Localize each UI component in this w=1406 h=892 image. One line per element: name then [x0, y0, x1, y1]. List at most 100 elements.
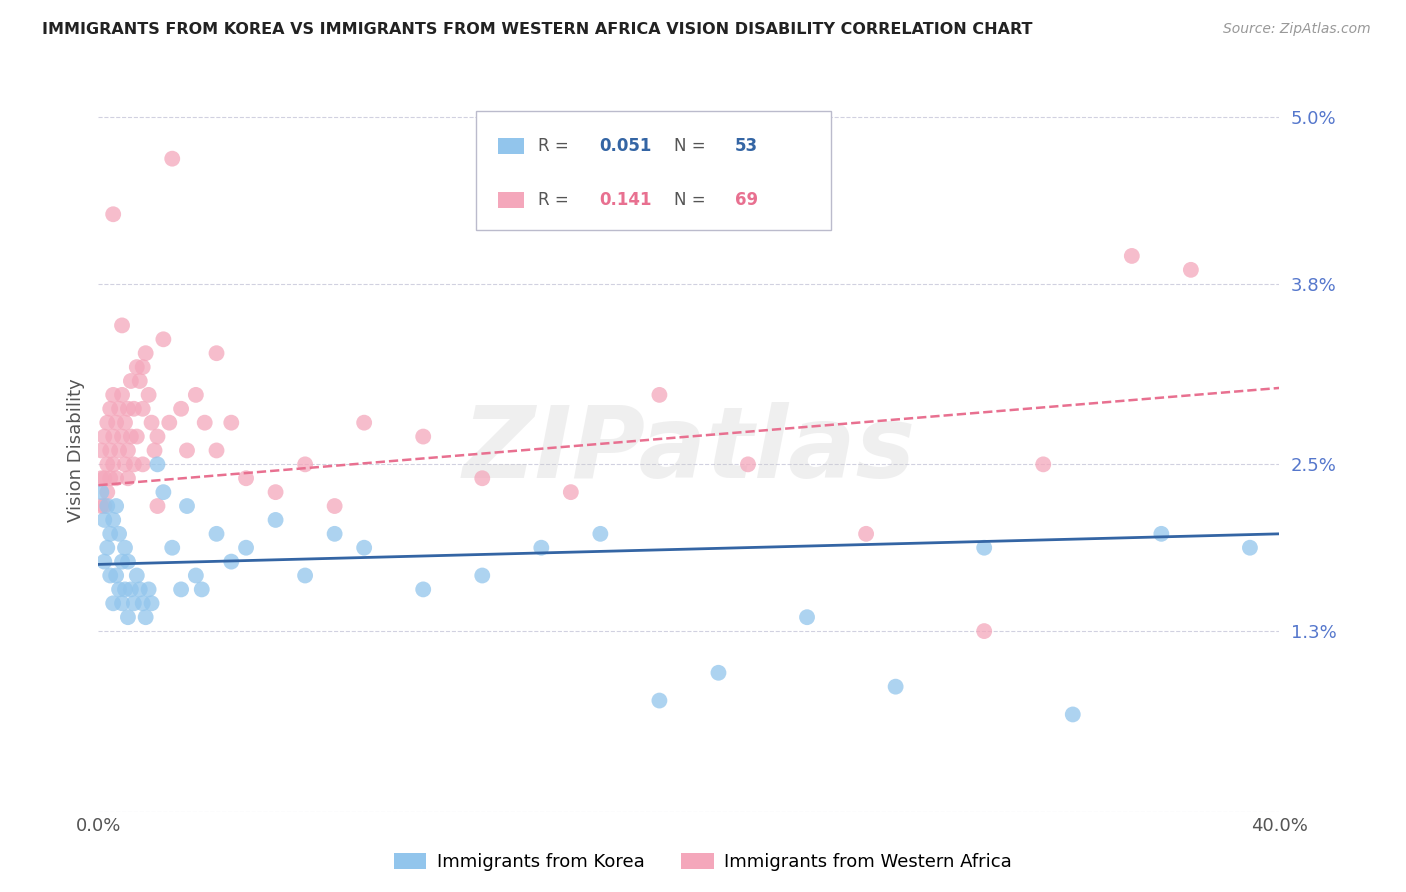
Point — [120, 582, 142, 597]
Legend: Immigrants from Korea, Immigrants from Western Africa: Immigrants from Korea, Immigrants from W… — [387, 846, 1019, 879]
Point — [90, 443, 112, 458]
Point — [96, 416, 118, 430]
Text: 53: 53 — [735, 136, 758, 154]
Point — [108, 443, 131, 458]
Point — [221, 555, 243, 569]
Point — [353, 416, 375, 430]
Point — [589, 526, 612, 541]
FancyBboxPatch shape — [498, 192, 523, 208]
FancyBboxPatch shape — [498, 137, 523, 153]
Point — [1062, 707, 1084, 722]
Point — [1180, 262, 1202, 277]
Text: 0.141: 0.141 — [599, 191, 651, 209]
Point — [141, 416, 163, 430]
Point — [235, 541, 257, 555]
Point — [125, 360, 148, 375]
Point — [973, 624, 995, 639]
Point — [117, 610, 139, 624]
Point — [264, 485, 287, 500]
Text: R =: R = — [537, 191, 574, 209]
Point — [111, 555, 134, 569]
Point — [205, 443, 228, 458]
Point — [128, 374, 150, 388]
Point — [132, 458, 155, 472]
Point — [162, 152, 183, 166]
Point — [111, 318, 134, 333]
Point — [117, 443, 139, 458]
Point — [90, 485, 112, 500]
Point — [1032, 458, 1054, 472]
Point — [205, 346, 228, 360]
Point — [184, 388, 207, 402]
Point — [132, 360, 155, 375]
Point — [111, 388, 134, 402]
Point — [973, 541, 995, 555]
Point — [93, 471, 115, 485]
Point — [98, 526, 121, 541]
Point — [90, 499, 112, 513]
Point — [176, 443, 198, 458]
Point — [93, 513, 115, 527]
Point — [264, 513, 287, 527]
Point — [471, 568, 494, 582]
Text: N =: N = — [673, 136, 710, 154]
Point — [132, 401, 155, 416]
Point — [143, 443, 166, 458]
Point — [108, 526, 131, 541]
Point — [105, 499, 128, 513]
Point — [103, 513, 125, 527]
Point — [221, 416, 243, 430]
Point — [184, 568, 207, 582]
Point — [323, 526, 346, 541]
Point — [125, 429, 148, 443]
Point — [117, 401, 139, 416]
Point — [117, 555, 139, 569]
Point — [93, 499, 115, 513]
Point — [1121, 249, 1143, 263]
Point — [796, 610, 818, 624]
Point — [105, 568, 128, 582]
Point — [114, 582, 136, 597]
Point — [108, 401, 131, 416]
Point — [884, 680, 907, 694]
Point — [235, 471, 257, 485]
Point — [98, 568, 121, 582]
Point — [707, 665, 730, 680]
Point — [96, 485, 118, 500]
Text: IMMIGRANTS FROM KOREA VS IMMIGRANTS FROM WESTERN AFRICA VISION DISABILITY CORREL: IMMIGRANTS FROM KOREA VS IMMIGRANTS FROM… — [42, 22, 1032, 37]
Point — [117, 471, 139, 485]
Point — [103, 458, 125, 472]
Point — [152, 332, 174, 346]
Point — [648, 388, 671, 402]
Point — [108, 582, 131, 597]
Point — [111, 596, 134, 610]
Point — [855, 526, 877, 541]
Point — [103, 596, 125, 610]
Text: Source: ZipAtlas.com: Source: ZipAtlas.com — [1223, 22, 1371, 37]
Point — [146, 458, 169, 472]
Point — [146, 499, 169, 513]
Point — [191, 582, 214, 597]
Point — [157, 416, 180, 430]
Point — [294, 568, 316, 582]
Point — [114, 416, 136, 430]
Point — [96, 499, 118, 513]
Point — [138, 582, 160, 597]
Point — [323, 499, 346, 513]
Point — [135, 346, 157, 360]
Point — [294, 458, 316, 472]
Point — [105, 416, 128, 430]
Point — [648, 693, 671, 707]
Point — [737, 458, 759, 472]
Point — [194, 416, 217, 430]
Point — [530, 541, 553, 555]
Point — [205, 526, 228, 541]
Point — [146, 429, 169, 443]
Point — [114, 458, 136, 472]
Point — [132, 596, 155, 610]
Point — [353, 541, 375, 555]
Point — [412, 429, 434, 443]
Point — [412, 582, 434, 597]
Text: 69: 69 — [735, 191, 758, 209]
Point — [122, 401, 145, 416]
